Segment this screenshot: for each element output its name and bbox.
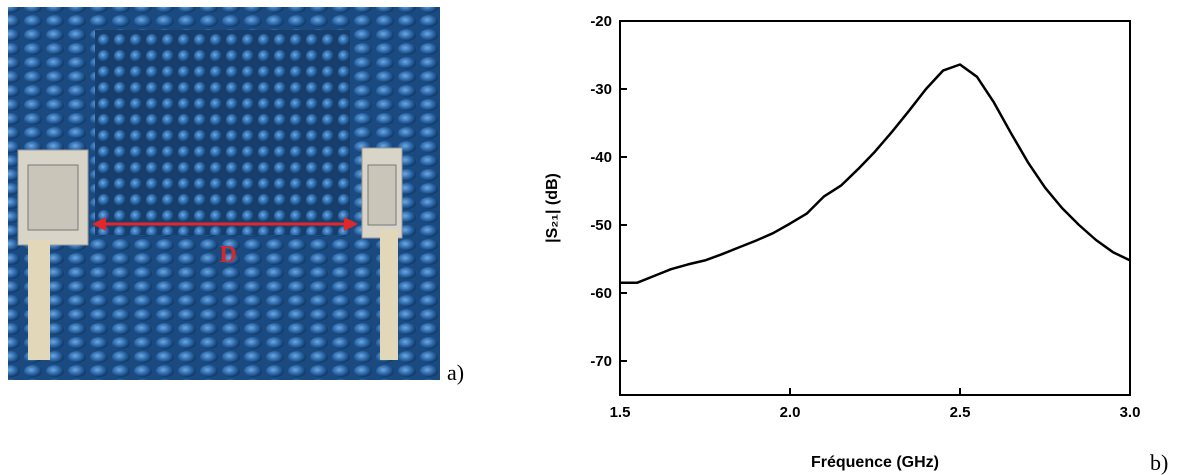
- x-axis-title: Fréquence (GHz): [811, 454, 939, 471]
- y-tick-label: -60: [590, 285, 612, 302]
- panel-caption: a): [447, 360, 464, 385]
- distance-label: D: [219, 242, 236, 268]
- y-tick-label: -50: [590, 217, 612, 234]
- plot-frame: [619, 20, 1131, 396]
- y-tick-label: -20: [590, 13, 612, 30]
- data-line: [620, 63, 1131, 285]
- x-tick-label: 1.5: [610, 404, 631, 421]
- y-tick-label: -30: [590, 81, 612, 98]
- y-tick-label: -70: [590, 353, 612, 370]
- x-tick-label: 2.5: [950, 404, 971, 421]
- panel-caption: b): [1150, 450, 1168, 475]
- x-tick-label: 2.0: [780, 404, 801, 421]
- y-tick-label: -40: [590, 149, 612, 166]
- photo: [8, 7, 440, 380]
- x-tick-label: 3.0: [1120, 404, 1141, 421]
- y-axis-title: |S₂₁| (dB): [544, 173, 561, 243]
